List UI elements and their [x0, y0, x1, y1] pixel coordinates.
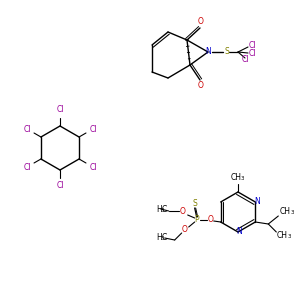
Text: 3: 3	[161, 208, 164, 212]
Text: H: H	[156, 205, 162, 214]
Text: 3: 3	[240, 176, 244, 181]
Text: C: C	[162, 233, 167, 242]
Text: CH: CH	[277, 232, 288, 241]
Text: Cl: Cl	[241, 56, 249, 64]
Text: Cl: Cl	[89, 124, 97, 134]
Text: Cl: Cl	[56, 182, 64, 190]
Text: CH: CH	[230, 173, 242, 182]
Text: Cl: Cl	[248, 40, 256, 50]
Text: Cl: Cl	[248, 49, 256, 58]
Text: Cl: Cl	[23, 124, 31, 134]
Text: Cl: Cl	[56, 106, 64, 115]
Text: O: O	[208, 215, 214, 224]
Text: H: H	[156, 233, 162, 242]
Text: O: O	[198, 82, 204, 91]
Text: O: O	[180, 208, 186, 217]
Text: CH: CH	[280, 208, 291, 217]
Text: O: O	[182, 226, 188, 235]
Text: Cl: Cl	[89, 163, 97, 172]
Text: 3: 3	[291, 211, 294, 215]
Text: S: S	[225, 47, 230, 56]
Text: P: P	[194, 215, 199, 224]
Text: N: N	[236, 227, 242, 236]
Text: S: S	[192, 199, 197, 208]
Text: N: N	[254, 197, 260, 206]
Text: 3: 3	[288, 235, 291, 239]
Text: N: N	[205, 47, 211, 56]
Text: 3: 3	[161, 236, 164, 242]
Text: O: O	[198, 17, 204, 26]
Text: C: C	[162, 205, 167, 214]
Text: Cl: Cl	[23, 163, 31, 172]
